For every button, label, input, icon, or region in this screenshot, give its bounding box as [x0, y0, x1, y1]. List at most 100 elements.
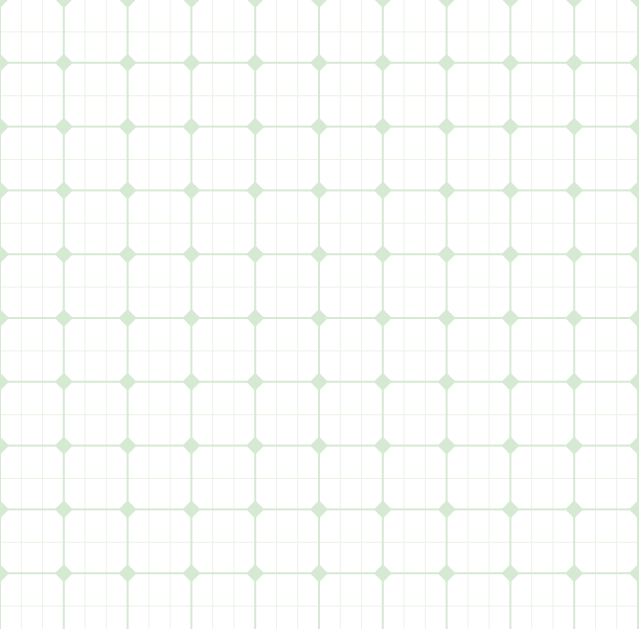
- diamond-icon: [501, 309, 520, 327]
- diamond-icon: [54, 436, 73, 455]
- diamond-icon: [629, 436, 639, 455]
- diamond-icon: [182, 564, 201, 583]
- diamond-icon: [437, 372, 456, 391]
- diamond-icon: [310, 500, 328, 519]
- diamond-icon: [310, 245, 328, 264]
- diamond-icon: [501, 500, 520, 519]
- diamond-icon: [565, 245, 584, 264]
- diamond-icon: [119, 0, 136, 8]
- diamond-icon: [54, 564, 73, 583]
- diamond-icon: [182, 245, 201, 264]
- diamond-icon: [0, 500, 9, 519]
- diamond-icon: [247, 0, 264, 8]
- diamond-icon: [373, 372, 392, 391]
- diamond-icon: [182, 309, 201, 327]
- diamond-icon: [183, 0, 200, 8]
- diamond-icon: [0, 117, 9, 136]
- diamond-icon: [501, 245, 520, 264]
- diamond-icon: [565, 53, 584, 72]
- diamond-icon: [373, 309, 392, 327]
- diamond-icon: [54, 309, 73, 327]
- diamond-icon: [310, 53, 328, 72]
- diamond-icon: [182, 436, 201, 455]
- diamond-icon: [437, 309, 456, 327]
- diamond-icon: [54, 245, 73, 264]
- diamond-icon: [118, 564, 137, 583]
- diamond-icon: [629, 500, 639, 519]
- diamond-icon: [0, 0, 8, 8]
- diamond-icon: [501, 436, 520, 455]
- diamond-icon: [182, 53, 201, 72]
- diamond-icon: [565, 564, 584, 583]
- diamond-icon: [437, 500, 456, 519]
- diamond-icon: [437, 245, 456, 264]
- diamond-icon: [373, 500, 392, 519]
- diamond-icon: [246, 245, 265, 264]
- diamond-icon: [0, 53, 9, 72]
- diamond-icon: [629, 372, 639, 391]
- diamond-icon: [565, 181, 584, 200]
- diamond-icon: [310, 117, 328, 136]
- diamond-icon: [501, 564, 520, 583]
- diamond-icon: [629, 564, 639, 583]
- diamond-icon: [118, 436, 137, 455]
- diamond-icon: [118, 500, 137, 519]
- diamond-icon: [310, 436, 328, 455]
- diamond-icon: [501, 117, 520, 136]
- diamond-icon: [437, 181, 456, 200]
- diamond-icon: [54, 500, 73, 519]
- diamond-icon: [0, 564, 9, 583]
- diamond-icon: [0, 181, 9, 200]
- diamond-icon: [246, 181, 265, 200]
- diamond-icon: [565, 117, 584, 136]
- diamond-icon: [501, 181, 520, 200]
- diamond-icon: [565, 372, 584, 391]
- diamond-icon: [118, 309, 137, 327]
- diamond-icon: [373, 53, 392, 72]
- diamond-icon: [565, 436, 584, 455]
- diamond-icon: [437, 436, 456, 455]
- diamond-icon: [246, 564, 265, 583]
- diamond-icon: [0, 309, 9, 327]
- diamond-icon: [311, 0, 327, 8]
- diamond-icon: [246, 436, 265, 455]
- diamond-icon: [373, 436, 392, 455]
- diamond-icon: [118, 117, 137, 136]
- diamond-icon: [246, 117, 265, 136]
- diamond-icon: [629, 53, 639, 72]
- diamond-icon: [566, 0, 583, 8]
- diamond-icon: [182, 500, 201, 519]
- diamond-icon: [118, 53, 137, 72]
- diamond-icon: [501, 53, 520, 72]
- diamond-icon: [629, 181, 639, 200]
- diamond-icon: [310, 564, 328, 583]
- diamond-icon: [246, 372, 265, 391]
- diamond-icon: [373, 181, 392, 200]
- diamond-icon: [373, 117, 392, 136]
- diamond-icon: [54, 181, 73, 200]
- diamond-icon: [629, 309, 639, 327]
- diamond-icon: [438, 0, 455, 8]
- diamond-icon: [54, 117, 73, 136]
- diamond-icon: [630, 0, 639, 8]
- diamond-icon: [55, 0, 72, 8]
- diamond-icon: [182, 181, 201, 200]
- diamond-icon: [118, 181, 137, 200]
- diamond-icon: [565, 309, 584, 327]
- diamond-icon: [246, 53, 265, 72]
- diamond-icon: [182, 117, 201, 136]
- diamond-icon: [437, 564, 456, 583]
- diamond-icon: [437, 117, 456, 136]
- diamond-icon: [501, 372, 520, 391]
- diamond-icon: [629, 117, 639, 136]
- diamond-icon: [0, 436, 9, 455]
- diamond-icon: [565, 500, 584, 519]
- diamond-icon: [502, 0, 519, 8]
- diamond-icon: [373, 564, 392, 583]
- diamond-icon: [373, 245, 392, 264]
- diamond-icon: [310, 372, 328, 391]
- diamond-icon: [0, 372, 9, 391]
- diamond-icon: [246, 500, 265, 519]
- diamond-icon: [182, 372, 201, 391]
